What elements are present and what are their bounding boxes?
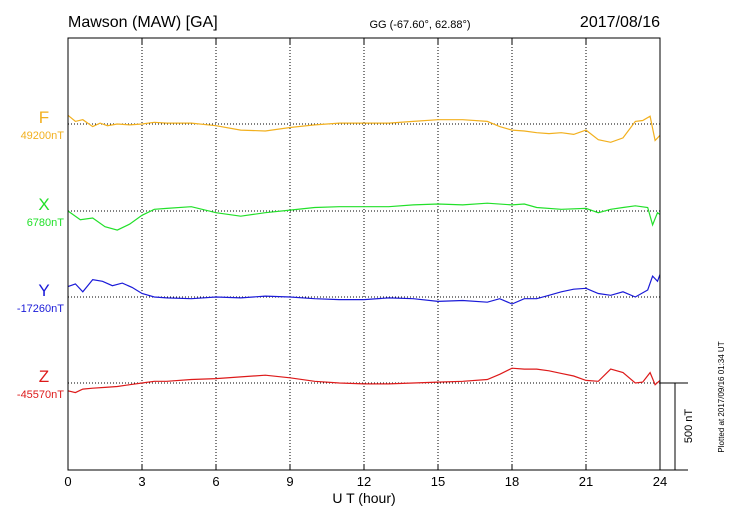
series-name-z: Z [39,367,49,386]
series-name-x: X [38,195,49,214]
x-tick-label: 0 [64,474,71,489]
station-coordinates: GG (-67.60°, 62.88°) [369,19,470,31]
x-axis-label: U T (hour) [332,490,395,506]
series-labels: F 49200nT X 6780nT Y -17260nT Z -45570nT [17,108,64,401]
series-name-f: F [39,108,49,127]
x-tick-label: 6 [212,474,219,489]
plotted-timestamp: Plotted at 2017/09/16 01:34 UT [717,341,726,452]
series-baseline-z: -45570nT [17,389,64,401]
station-title: Mawson (MAW) [GA] [68,14,218,31]
x-axis-ticks: 0 3 6 9 12 15 18 21 24 [64,38,667,489]
x-tick-label: 24 [653,474,667,489]
grid-lines [68,38,660,470]
series-baseline-x: 6780nT [27,217,65,229]
x-tick-label: 21 [579,474,593,489]
chart-date: 2017/08/16 [580,14,660,31]
scale-bar: 500 nT [660,382,695,471]
x-tick-label: 12 [357,474,371,489]
x-tick-label: 9 [286,474,293,489]
series-line-f [67,114,661,143]
series-name-y: Y [38,281,49,300]
series-baseline-y: -17260nT [17,303,64,315]
scale-bar-label: 500 nT [683,409,695,444]
series-line-x [67,202,661,231]
x-tick-label: 3 [138,474,145,489]
series-line-y [67,274,661,305]
x-tick-label: 15 [431,474,445,489]
x-tick-label: 18 [505,474,519,489]
series-line-z [67,367,661,394]
series-lines [67,114,661,394]
series-baseline-f: 49200nT [21,130,65,142]
